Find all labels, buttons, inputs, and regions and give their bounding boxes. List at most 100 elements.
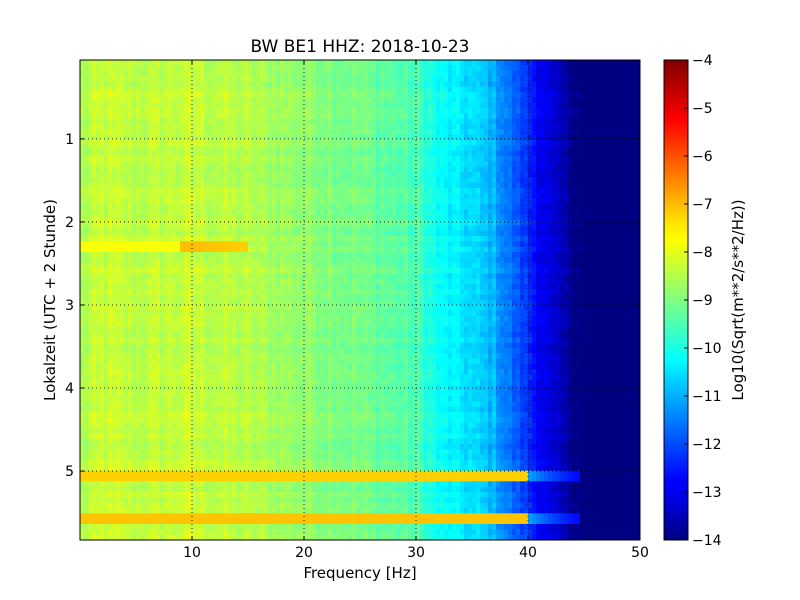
- heatmap-cell: [200, 246, 205, 253]
- heatmap-cell: [240, 140, 245, 146]
- heatmap-cell: [524, 134, 529, 141]
- heatmap-cell: [124, 182, 129, 189]
- heatmap-cell: [456, 209, 461, 216]
- heatmap-cell: [212, 188, 217, 194]
- heatmap-cell: [608, 182, 613, 189]
- heatmap-cell: [148, 182, 153, 189]
- heatmap-cell: [624, 204, 629, 210]
- heatmap-cell: [596, 188, 601, 194]
- heatmap-cell: [264, 230, 269, 237]
- heatmap-cell: [372, 225, 377, 232]
- heatmap-cell: [508, 81, 513, 88]
- heatmap-cell: [532, 172, 537, 178]
- heatmap-cell: [276, 92, 281, 98]
- heatmap-cell: [180, 225, 185, 232]
- heatmap-cell: [484, 220, 489, 226]
- heatmap-cell: [284, 92, 289, 98]
- heatmap-cell: [152, 209, 157, 216]
- heatmap-cell: [312, 214, 317, 221]
- heatmap-cell: [604, 156, 609, 162]
- heatmap-cell: [552, 108, 557, 114]
- heatmap-cell: [336, 97, 341, 104]
- heatmap-cell: [200, 182, 205, 189]
- heatmap-cell: [244, 86, 249, 93]
- heatmap-cell: [164, 177, 169, 184]
- heatmap-cell: [144, 86, 149, 93]
- heatmap-cell: [372, 108, 377, 114]
- heatmap-cell: [80, 145, 85, 152]
- heatmap-cell: [244, 182, 249, 189]
- heatmap-cell: [352, 193, 357, 200]
- heatmap-cell: [96, 65, 101, 72]
- heatmap-cell: [476, 140, 481, 146]
- heatmap-cell: [492, 188, 497, 194]
- heatmap-cell: [508, 220, 513, 226]
- heatmap-cell: [212, 241, 217, 248]
- heatmap-cell: [320, 161, 325, 168]
- heatmap-cell: [596, 113, 601, 120]
- heatmap-cell: [544, 118, 549, 125]
- heatmap-cell: [628, 172, 633, 178]
- heatmap-cell: [144, 60, 149, 66]
- heatmap-cell: [512, 76, 517, 82]
- heatmap-cell: [624, 220, 629, 226]
- heatmap-cell: [608, 134, 613, 141]
- heatmap-cell: [96, 225, 101, 232]
- heatmap-cell: [316, 172, 321, 178]
- heatmap-cell: [176, 65, 181, 72]
- heatmap-cell: [496, 118, 501, 125]
- heatmap-cell: [540, 220, 545, 226]
- heatmap-cell: [216, 134, 221, 141]
- heatmap-cell: [236, 204, 241, 210]
- heatmap-cell: [628, 150, 633, 157]
- heatmap-cell: [116, 236, 121, 242]
- heatmap-cell: [268, 86, 273, 93]
- heatmap-cell: [484, 225, 489, 232]
- heatmap-cell: [100, 214, 105, 221]
- heatmap-cell: [496, 92, 501, 98]
- heatmap-cell: [488, 236, 493, 242]
- heatmap-cell: [588, 81, 593, 88]
- heatmap-cell: [440, 60, 445, 66]
- heatmap-cell: [440, 65, 445, 72]
- heatmap-cell: [608, 161, 613, 168]
- heatmap-cell: [320, 134, 325, 141]
- heatmap-cell: [364, 92, 369, 98]
- heatmap-cell: [472, 86, 477, 93]
- heatmap-cell: [500, 166, 505, 173]
- heatmap-cell: [128, 60, 133, 66]
- heatmap-cell: [120, 172, 125, 178]
- heatmap-cell: [88, 134, 93, 141]
- heatmap-cell: [184, 76, 189, 82]
- heatmap-cell: [624, 230, 629, 237]
- heatmap-cell: [384, 134, 389, 141]
- heatmap-cell: [100, 108, 105, 114]
- heatmap-cell: [80, 134, 85, 141]
- heatmap-cell: [368, 204, 373, 210]
- heatmap-cell: [176, 150, 181, 157]
- heatmap-cell: [392, 134, 397, 141]
- heatmap-cell: [616, 188, 621, 194]
- heatmap-cell: [540, 65, 545, 72]
- heatmap-cell: [232, 230, 237, 237]
- heatmap-cell: [256, 76, 261, 82]
- heatmap-cell: [440, 113, 445, 120]
- heatmap-cell: [440, 161, 445, 168]
- heatmap-cell: [148, 150, 153, 157]
- heatmap-cell: [544, 182, 549, 189]
- heatmap-cell: [584, 81, 589, 88]
- heatmap-cell: [512, 97, 517, 104]
- heatmap-cell: [184, 193, 189, 200]
- heatmap-cell: [632, 220, 637, 226]
- heatmap-cell: [336, 241, 341, 248]
- heatmap-cell: [104, 65, 109, 72]
- heatmap-cell: [276, 76, 281, 82]
- heatmap-cell: [620, 129, 625, 136]
- heatmap-cell: [564, 150, 569, 157]
- heatmap-cell: [560, 214, 565, 221]
- heatmap-cell: [516, 108, 521, 114]
- heatmap-cell: [636, 134, 640, 141]
- heatmap-cell: [220, 140, 225, 146]
- heatmap-cell: [332, 65, 337, 72]
- heatmap-cell: [412, 156, 417, 162]
